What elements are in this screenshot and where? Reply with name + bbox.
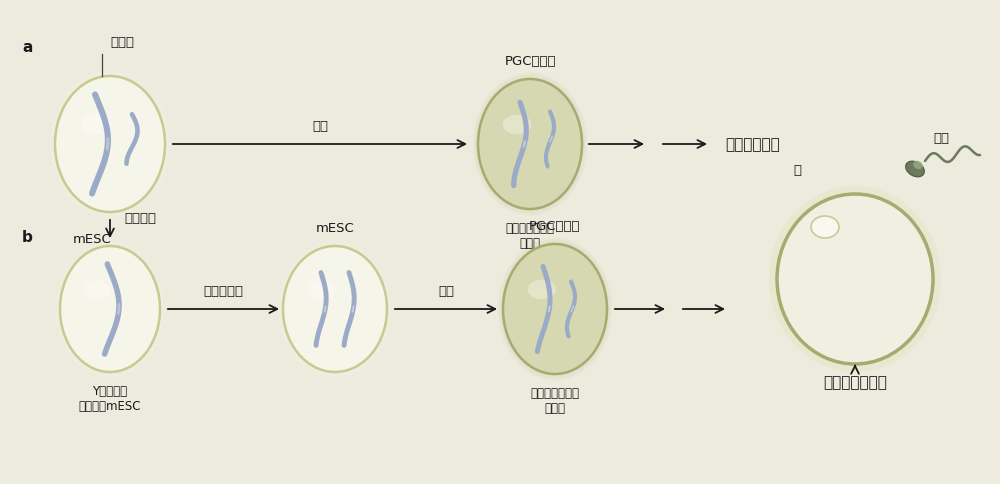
Ellipse shape — [50, 70, 171, 219]
Ellipse shape — [56, 242, 164, 377]
Text: mESC: mESC — [73, 232, 111, 245]
Ellipse shape — [52, 74, 168, 216]
Ellipse shape — [477, 78, 583, 211]
Text: 卵は生じない: 卵は生じない — [725, 137, 780, 152]
Ellipse shape — [282, 245, 388, 374]
Text: X: X — [359, 295, 367, 308]
Ellipse shape — [499, 240, 611, 379]
Text: 胎仔卵巣細胞と
共培養: 胎仔卵巣細胞と 共培養 — [530, 386, 580, 414]
Ellipse shape — [59, 245, 161, 374]
Ellipse shape — [503, 116, 531, 135]
Ellipse shape — [906, 162, 924, 178]
Ellipse shape — [474, 75, 586, 214]
Text: 精子: 精子 — [933, 132, 949, 145]
Text: 卵: 卵 — [793, 164, 801, 177]
Text: a: a — [22, 40, 32, 55]
Text: X: X — [301, 295, 309, 308]
Ellipse shape — [503, 244, 607, 374]
Ellipse shape — [528, 280, 556, 300]
Ellipse shape — [500, 241, 610, 378]
Text: mESC: mESC — [316, 222, 354, 235]
Text: 胎仔卵巣細胞と
共培養: 胎仔卵巣細胞と 共培養 — [506, 222, 554, 249]
Text: PGC様細胞: PGC様細胞 — [529, 220, 581, 232]
Ellipse shape — [502, 243, 608, 376]
Ellipse shape — [51, 72, 169, 218]
Text: 生きた仔マウス: 生きた仔マウス — [823, 374, 887, 389]
Text: 染色体: 染色体 — [110, 36, 134, 49]
Ellipse shape — [308, 281, 336, 300]
Text: 長期培養: 長期培養 — [124, 211, 156, 224]
Text: Y染色体を
持たないmESC: Y染色体を 持たないmESC — [79, 384, 141, 412]
Ellipse shape — [54, 75, 166, 214]
Ellipse shape — [913, 161, 923, 170]
Text: PGC様細胞: PGC様細胞 — [504, 55, 556, 68]
Ellipse shape — [280, 243, 390, 376]
Ellipse shape — [81, 114, 111, 135]
Ellipse shape — [58, 243, 163, 376]
Ellipse shape — [278, 240, 392, 378]
Ellipse shape — [473, 74, 587, 216]
Ellipse shape — [811, 216, 839, 239]
Ellipse shape — [769, 187, 941, 372]
Ellipse shape — [498, 238, 612, 381]
Ellipse shape — [55, 77, 165, 212]
Ellipse shape — [55, 240, 165, 378]
Ellipse shape — [777, 195, 933, 364]
Text: X: X — [73, 135, 81, 148]
Text: リバーシン: リバーシン — [204, 285, 244, 297]
Text: 分化: 分化 — [438, 285, 454, 297]
Text: Y: Y — [139, 135, 147, 148]
Ellipse shape — [60, 246, 160, 372]
Text: b: b — [22, 229, 33, 244]
Ellipse shape — [475, 76, 585, 213]
Ellipse shape — [84, 281, 111, 300]
Text: 分化: 分化 — [312, 120, 328, 133]
Ellipse shape — [279, 242, 391, 377]
Ellipse shape — [283, 246, 387, 372]
Ellipse shape — [478, 80, 582, 210]
